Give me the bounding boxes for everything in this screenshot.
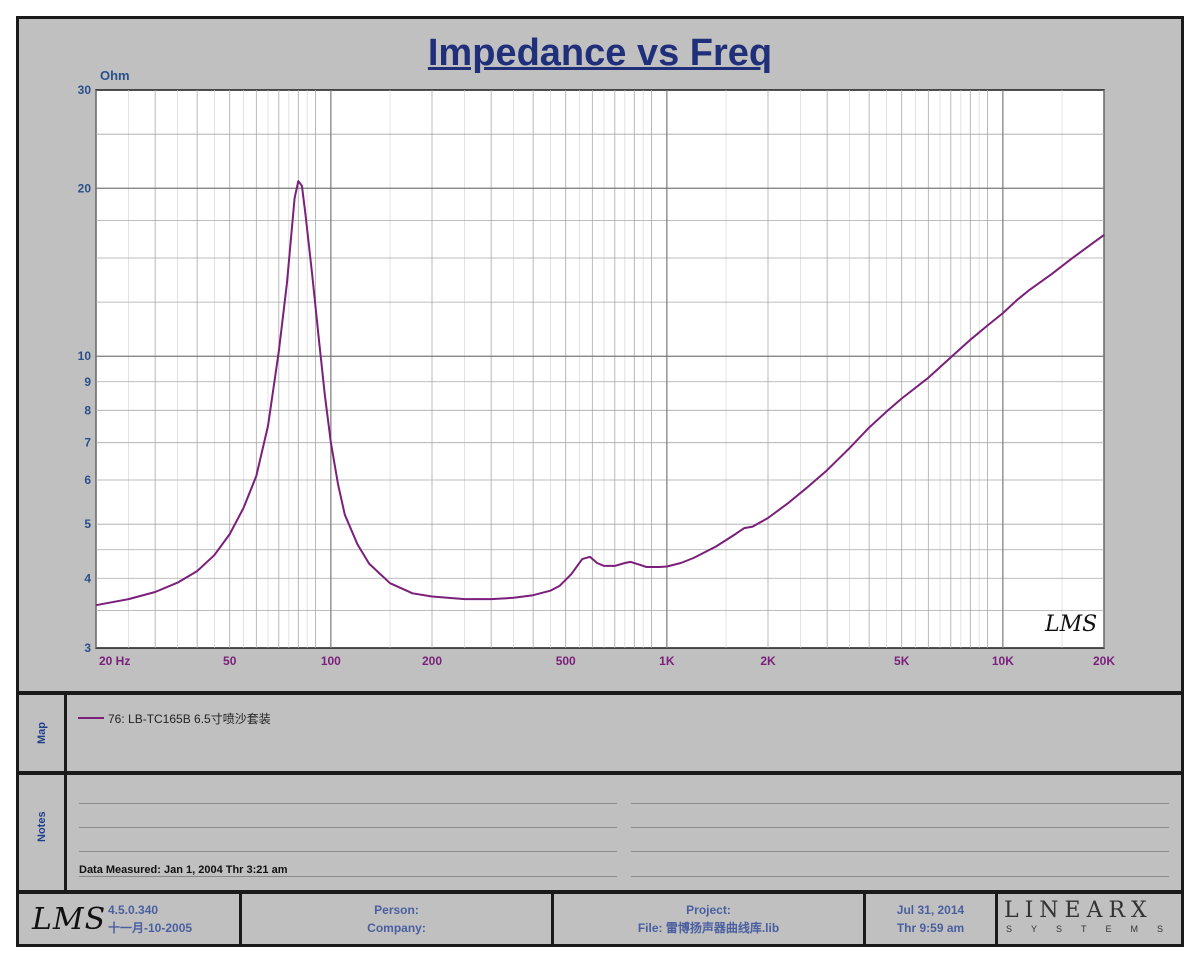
divider-notes-top xyxy=(16,771,1184,775)
x-tick-label: 2K xyxy=(760,654,776,668)
lms-plot-logo: LMS xyxy=(1045,612,1098,637)
grid-minor xyxy=(95,90,1105,648)
project-label: Project: xyxy=(686,903,731,917)
grid-major xyxy=(96,90,1104,648)
map-label-separator xyxy=(64,695,67,775)
plot-area xyxy=(95,89,1105,649)
note-line xyxy=(79,827,617,828)
series-group xyxy=(95,180,1105,607)
note-line xyxy=(631,803,1169,804)
note-line xyxy=(631,827,1169,828)
legend-entry: 76: LB-TC165B 6.5寸喷沙套装 xyxy=(108,712,271,726)
person-label: Person: xyxy=(374,903,419,917)
data-measured-note: Data Measured: Jan 1, 2004 Thr 3:21 am xyxy=(79,864,288,876)
note-line xyxy=(79,851,617,852)
y-tick-label: 8 xyxy=(84,403,91,417)
company-label: Company: xyxy=(367,921,426,935)
legend-swatch xyxy=(78,717,104,719)
chart-title: Impedance vs Freq xyxy=(427,32,773,74)
footer-separator xyxy=(239,894,242,944)
y-tick-label: 3 xyxy=(84,641,91,655)
divider-footer-top xyxy=(16,890,1184,894)
footer-separator xyxy=(551,894,554,944)
footer-separator xyxy=(863,894,866,944)
notes-label-separator xyxy=(64,775,67,890)
x-tick-label: 5K xyxy=(894,654,910,668)
version-number: 4.5.0.340 xyxy=(108,903,159,917)
lms-footer-logo: LMS xyxy=(32,902,107,937)
y-tick-label: 9 xyxy=(84,375,91,389)
x-tick-label: 20K xyxy=(1093,654,1115,668)
notes-section-label: Notes xyxy=(36,811,48,842)
version-date: 十一月-10-2005 xyxy=(108,921,193,935)
note-line xyxy=(631,876,1169,877)
x-tick-label: 10K xyxy=(992,654,1014,668)
map-section-label: Map xyxy=(36,722,48,744)
x-tick-label: 1K xyxy=(659,654,675,668)
y-tick-label: 6 xyxy=(84,473,91,487)
note-line xyxy=(79,803,617,804)
footer-date: Jul 31, 2014 xyxy=(896,903,965,917)
divider-map-top xyxy=(16,691,1184,695)
y-tick-label: 5 xyxy=(84,517,91,531)
x-tick-labels: 20 Hz 50 100 200 500 1K 2K 5K 10K 20K xyxy=(99,654,1115,668)
y-tick-label: 20 xyxy=(78,181,92,195)
x-tick-label: 20 Hz xyxy=(99,654,130,668)
footer-time: Thr 9:59 am xyxy=(896,921,965,935)
note-line xyxy=(79,876,617,877)
linearx-logo-subtitle: SYSTEMS xyxy=(1006,924,1183,934)
file-label: File: 雷博扬声器曲线库.lib xyxy=(637,921,780,935)
x-tick-label: 200 xyxy=(422,654,442,668)
linearx-logo: LINEARX xyxy=(1004,898,1153,923)
note-line xyxy=(631,851,1169,852)
y-tick-labels: 3 4 5 6 7 8 9 10 20 30 xyxy=(78,83,92,655)
x-tick-label: 100 xyxy=(321,654,341,668)
y-tick-label: 7 xyxy=(84,436,91,450)
impedance-series-line xyxy=(95,180,1105,607)
footer-separator xyxy=(995,894,998,944)
x-tick-label: 500 xyxy=(556,654,576,668)
x-tick-label: 50 xyxy=(223,654,237,668)
y-axis-label: Ohm xyxy=(100,68,130,83)
y-tick-label: 30 xyxy=(78,83,92,97)
y-tick-label: 4 xyxy=(84,571,91,585)
y-tick-label: 10 xyxy=(78,349,92,363)
